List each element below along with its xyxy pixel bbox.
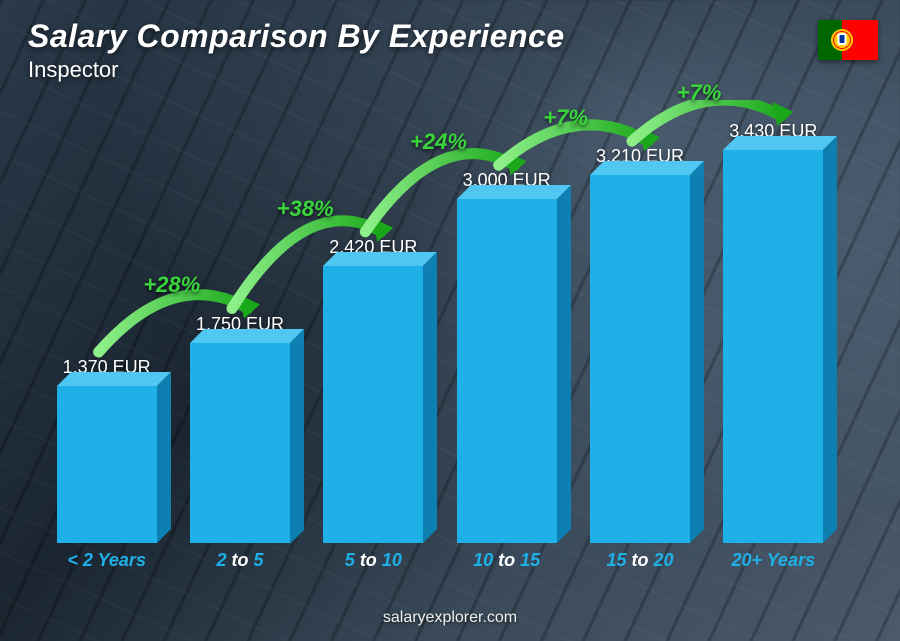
bar [723,150,823,543]
increase-pct-label: +7% [543,105,588,131]
country-flag [818,20,878,60]
chart-subtitle: Inspector [28,57,565,83]
bar-slot: 3,000 EUR [440,100,573,543]
bars-container: 1,370 EUR1,750 EUR2,420 EUR3,000 EUR3,21… [40,100,840,543]
increase-pct-label: +38% [277,196,334,222]
increase-pct-label: +7% [677,80,722,106]
x-axis-label: 10 to 15 [440,550,573,571]
increase-pct-label: +24% [410,129,467,155]
chart-canvas: Salary Comparison By Experience Inspecto… [0,0,900,641]
bar-slot: 1,750 EUR [173,100,306,543]
bar [190,343,290,544]
bar [457,199,557,543]
footer-attribution: salaryexplorer.com [0,609,900,627]
bar [590,175,690,543]
x-axis-label: 20+ Years [707,550,840,571]
x-axis-label: 2 to 5 [173,550,306,571]
flag-svg [818,20,878,60]
chart-title: Salary Comparison By Experience [28,18,565,55]
bar-slot: 1,370 EUR [40,100,173,543]
increase-pct-label: +28% [143,272,200,298]
x-axis-label: < 2 Years [40,550,173,571]
bar-slot: 3,210 EUR [573,100,706,543]
x-axis: < 2 Years2 to 55 to 1010 to 1515 to 2020… [40,550,840,571]
chart-area: 1,370 EUR1,750 EUR2,420 EUR3,000 EUR3,21… [40,100,840,571]
bar-slot: 3,430 EUR [707,100,840,543]
bar [323,266,423,543]
x-axis-label: 5 to 10 [307,550,440,571]
bar [57,386,157,543]
bar-slot: 2,420 EUR [307,100,440,543]
flag-shield-inner [840,35,845,43]
header: Salary Comparison By Experience Inspecto… [28,18,565,83]
x-axis-label: 15 to 20 [573,550,706,571]
